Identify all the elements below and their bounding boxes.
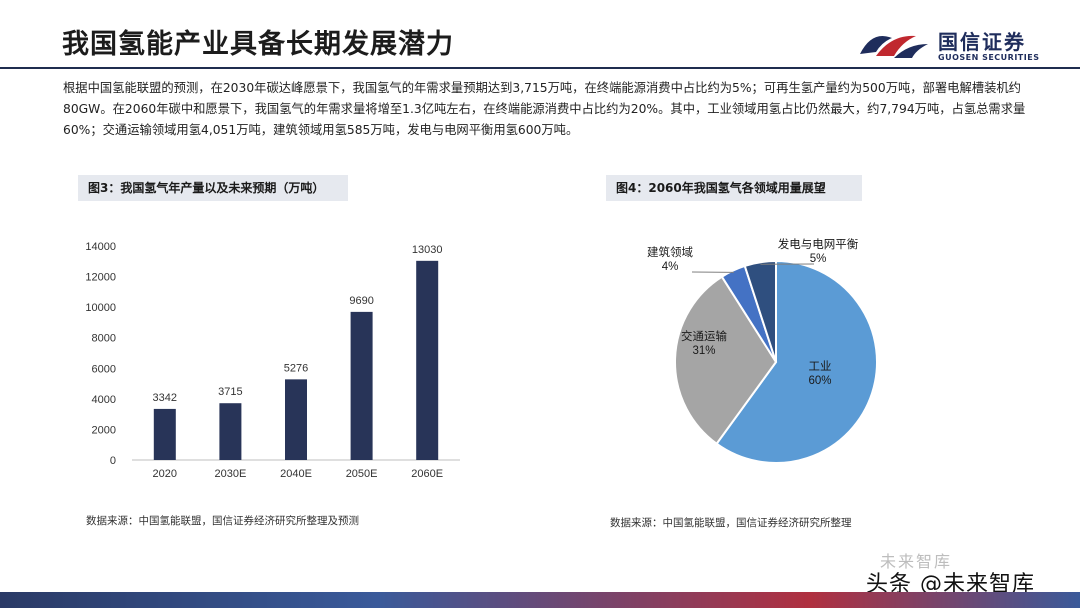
y-tick-label: 4000 <box>92 394 116 406</box>
watermark-text: 未来智库 <box>880 552 953 571</box>
pie-slice <box>715 259 878 464</box>
logo-mark-icon <box>860 35 928 58</box>
pie-label: 工业 <box>809 359 832 373</box>
pie-chart: 工业 60% 交通运输 31% 建筑领域 4% 发电与电网平衡 5% <box>647 237 878 464</box>
bar <box>153 408 176 460</box>
bar <box>350 311 373 460</box>
y-tick-label: 6000 <box>92 363 116 375</box>
pie-label: 交通运输 <box>681 329 727 343</box>
y-tick-label: 14000 <box>85 241 116 253</box>
figure3-title: 图3：我国氢气年产量以及未来预期（万吨） <box>78 175 348 201</box>
y-tick-label: 0 <box>110 455 116 467</box>
logo-text-en: GUOSEN SECURITIES <box>938 53 1040 62</box>
bar-value-label: 13030 <box>412 244 443 256</box>
bar <box>285 379 307 460</box>
bar-value-label: 3715 <box>218 386 242 398</box>
x-tick-label: 2040E <box>280 468 312 480</box>
bar-value-label: 5276 <box>284 362 308 374</box>
x-tick-label: 2020 <box>153 468 177 480</box>
bottom-bar <box>0 592 1080 608</box>
logo-text-cn: 国信证券 <box>938 30 1026 54</box>
y-tick-label: 8000 <box>92 333 116 345</box>
pie-slice <box>743 259 777 363</box>
pie-percent: 31% <box>692 345 715 357</box>
pie-percent: 4% <box>662 261 679 273</box>
bar-value-label: 9690 <box>349 295 373 307</box>
pie-percent: 5% <box>810 253 827 265</box>
x-tick-label: 2050E <box>346 468 378 480</box>
bar-value-label: 3342 <box>153 392 177 404</box>
figure4-source: 数据来源：中国氢能联盟，国信证券经济研究所整理 <box>610 517 852 529</box>
company-logo: 国信证券 GUOSEN SECURITIES <box>858 22 1058 66</box>
title-divider <box>0 67 1080 69</box>
figure3-source: 数据来源：中国氢能联盟，国信证券经济研究所整理及预测 <box>86 515 359 527</box>
y-tick-label: 2000 <box>92 424 116 436</box>
bar <box>416 260 439 460</box>
y-tick-label: 10000 <box>85 302 116 314</box>
bar-chart: 0 2000 4000 6000 8000 10000 12000 14000 3342 2020… <box>85 241 460 480</box>
pie-slice <box>674 275 778 446</box>
pie-label: 发电与电网平衡 <box>778 237 859 251</box>
x-tick-label: 2030E <box>214 468 246 480</box>
pie-label: 建筑领域 <box>647 245 693 259</box>
x-tick-label: 2060E <box>411 468 443 480</box>
intro-paragraph: 根据中国氢能联盟的预测，在2030年碳达峰愿景下，我国氢气的年需求量预期达到3,… <box>63 81 1026 137</box>
bar <box>219 403 242 460</box>
y-tick-label: 12000 <box>85 272 116 284</box>
page-title: 我国氢能产业具备长期发展潜力 <box>62 29 454 60</box>
figure4-title: 图4：2060年我国氢气各领域用量展望 <box>606 175 862 201</box>
pie-percent: 60% <box>808 375 831 387</box>
